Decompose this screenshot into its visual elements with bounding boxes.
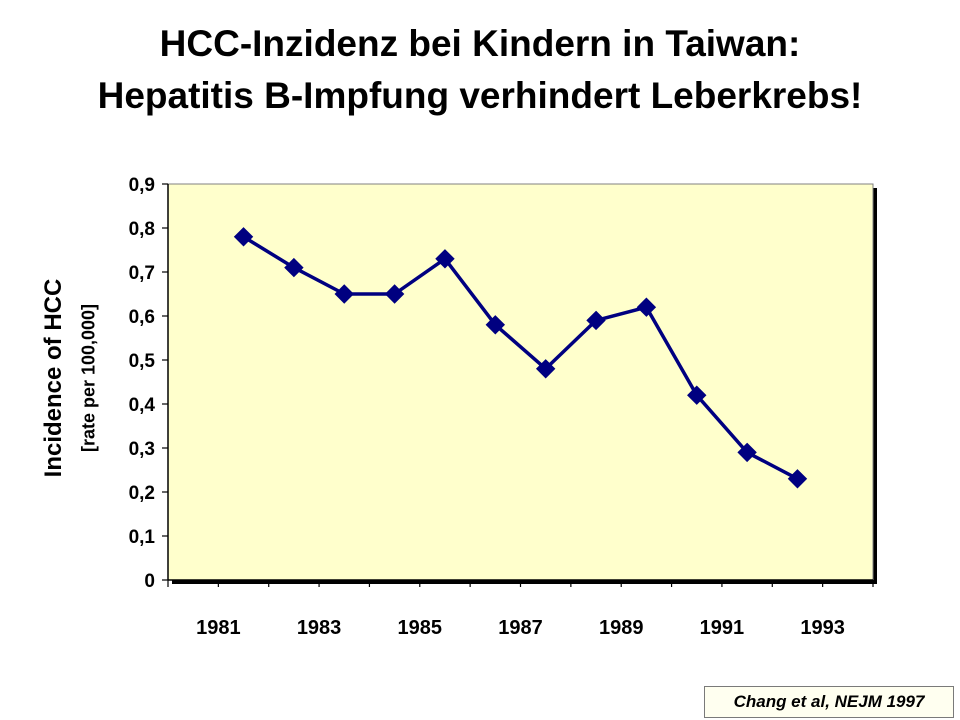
data-series	[233, 227, 808, 489]
data-point-marker	[687, 385, 707, 405]
title-line-1: HCC-Inzidenz bei Kindern in Taiwan:	[159, 23, 801, 64]
citation-box: Chang et al, NEJM 1997	[704, 686, 954, 718]
x-tick-label: 1981	[196, 617, 241, 639]
x-axis: 1981 1983 1985 1987 1989 1991 1993	[167, 579, 874, 639]
y-tick-label: 0,7	[129, 263, 155, 284]
x-tick-label: 1983	[297, 617, 342, 639]
data-point-marker	[636, 297, 657, 317]
data-point-marker	[435, 249, 455, 269]
x-tick-label: 1985	[398, 617, 443, 639]
data-point-marker	[384, 284, 405, 304]
plot-area	[167, 183, 877, 584]
data-point-marker	[284, 257, 304, 278]
data-point-marker	[334, 284, 354, 304]
x-tick-label: 1989	[599, 617, 644, 639]
y-tick-label: 0,8	[129, 219, 155, 240]
y-axis-label: Incidence of HCC	[40, 278, 67, 478]
y-tick-label: 0,9	[129, 175, 155, 196]
data-point-marker	[535, 359, 556, 379]
y-axis: 0 0,1 0,2 0,3 0,4 0,5 0,6 0,7 0,8 0,9	[129, 175, 169, 592]
y-tick-label: 0	[144, 571, 155, 592]
data-point-marker	[787, 469, 808, 489]
y-tick-label: 0,3	[129, 439, 155, 460]
y-tick-label: 0,5	[129, 351, 156, 372]
title-line-2: Hepatitis B-Impfung verhindert Leberkreb…	[97, 75, 863, 116]
y-tick-label: 0,6	[129, 307, 155, 328]
y-tick-label: 0,2	[129, 483, 155, 504]
series-line	[242, 235, 799, 481]
data-point-marker	[485, 315, 506, 335]
data-point-marker	[586, 310, 606, 331]
x-tick-label: 1993	[800, 617, 845, 639]
y-tick-label: 0,4	[129, 395, 156, 416]
chart-title: HCC-Inzidenz bei Kindern in Taiwan: Hepa…	[0, 18, 960, 122]
x-tick-label: 1991	[700, 617, 745, 639]
plot-background	[167, 183, 874, 581]
x-tick-label: 1987	[498, 617, 543, 639]
y-axis-sublabel: [rate per 100,000]	[78, 303, 99, 453]
y-tick-label: 0,1	[129, 527, 156, 548]
data-point-marker	[233, 227, 254, 247]
data-point-marker	[737, 442, 757, 463]
